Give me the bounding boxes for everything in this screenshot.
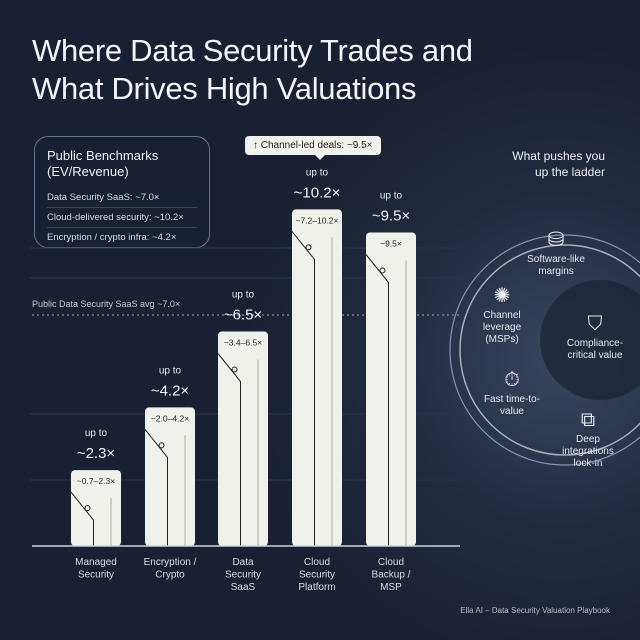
category-label: MSP	[380, 582, 402, 593]
page-title: Where Data Security Trades and What Drive…	[32, 33, 473, 106]
driver-compliance: ⛉ Compliance-critical value	[558, 312, 632, 362]
bar-prefix-label: up to	[380, 191, 403, 202]
bar-range-label: ~2.0–4.2×	[151, 413, 189, 423]
bar-value-label: ~6.5×	[224, 307, 262, 324]
category-label: Security	[78, 570, 114, 581]
drivers-title: What pushes you up the ladder	[512, 149, 605, 179]
category-label: Encryption /	[144, 557, 197, 568]
category-label: Managed	[75, 557, 117, 568]
bar-range-label: ~7.2–10.2×	[295, 215, 338, 225]
bar-value-label: ~9.5×	[372, 208, 410, 225]
bar-value-label: ~10.2×	[294, 184, 341, 201]
bar-circuit-node	[158, 442, 165, 449]
ring-core	[540, 280, 640, 400]
category-label: Platform	[298, 582, 335, 593]
network-icon: ✺	[493, 285, 511, 307]
avg-line-label: Public Data Security SaaS avg ~7.0×	[32, 299, 181, 309]
coins-icon: ⛁	[547, 229, 565, 251]
bar	[366, 232, 416, 546]
benchmarks-panel: Public Benchmarks (EV/Revenue) Data Secur…	[34, 136, 210, 248]
bar-prefix-label: up to	[159, 365, 182, 376]
bar	[218, 331, 268, 546]
category-label: Data	[232, 557, 254, 568]
bar-circuit-node	[231, 366, 238, 373]
footer-credit: Ella AI – Data Security Valuation Playbo…	[460, 606, 610, 615]
bar	[71, 470, 121, 546]
driver-software-margins: ⛁ Software-like margins	[516, 228, 596, 278]
category-label: Backup /	[372, 570, 411, 581]
bar-circuit-trace	[144, 429, 168, 546]
category-label: SaaS	[231, 582, 256, 593]
bar-circuit-trace	[291, 231, 315, 546]
bar-circuit-node	[84, 505, 91, 512]
benchmark-row: Data Security SaaS: ~7.0×	[47, 188, 197, 208]
channel-deals-callout: ↑ Channel-led deals: ~9.5×	[245, 136, 381, 160]
category-label: Cloud	[378, 557, 404, 568]
bar-value-label: ~2.3×	[77, 445, 115, 462]
bar-circuit-trace	[365, 254, 389, 546]
bar-range-label: ~0.7–2.3×	[77, 476, 115, 486]
benchmarks-title: Public Benchmarks (EV/Revenue)	[47, 148, 159, 179]
bar-circuit-trace	[70, 491, 94, 546]
bar	[292, 209, 342, 546]
bar-range-label: ~3.4–6.5×	[224, 338, 262, 348]
bar-circuit-node	[305, 244, 312, 251]
bar	[145, 407, 195, 546]
bar-prefix-label: up to	[85, 428, 108, 439]
category-label: Cloud	[304, 557, 330, 568]
bar-circuit-trace	[217, 353, 241, 546]
shield-check-icon: ⛉	[587, 313, 603, 335]
ring-outer	[449, 234, 640, 466]
driver-channel-leverage: ✺ Channel leverage (MSPs)	[472, 284, 532, 346]
bar-circuit-node	[379, 267, 386, 274]
category-label: Crypto	[155, 570, 185, 581]
ring-inner	[459, 244, 640, 456]
driver-time-to-value: ⏱ Fast time-to-value	[483, 369, 541, 417]
benchmark-row: Cloud-delivered security: ~10.2×	[47, 208, 197, 228]
category-label: Security	[299, 570, 335, 581]
bar-prefix-label: up to	[306, 167, 329, 178]
bar-prefix-label: up to	[232, 290, 255, 301]
stopwatch-icon: ⏱	[504, 369, 520, 391]
driver-integrations: ⧉ Deep integrations lock-in	[556, 408, 620, 470]
bar-value-label: ~4.2×	[151, 382, 189, 399]
bar-range-label: ~9.5×	[380, 239, 402, 249]
category-label: Security	[225, 570, 261, 581]
benchmark-row: Encryption / crypto infra: ~4.2×	[47, 232, 177, 243]
puzzle-plug-icon: ⧉	[580, 409, 596, 431]
